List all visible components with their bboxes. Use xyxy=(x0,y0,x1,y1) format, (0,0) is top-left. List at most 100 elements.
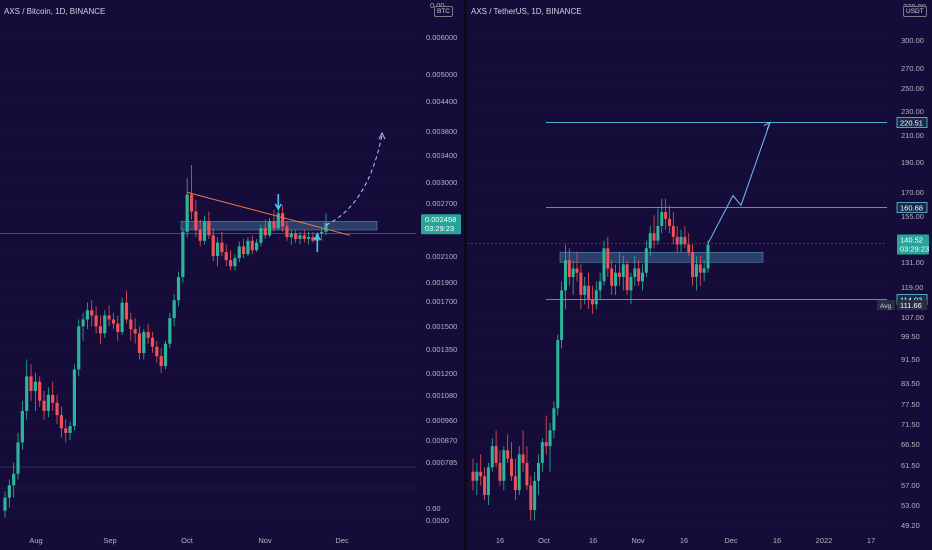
candle-body xyxy=(189,194,194,212)
y-tick-label: 107.00 xyxy=(901,313,924,322)
candle-body xyxy=(298,235,302,239)
btc-chart-canvas[interactable]: 0.006000 0.005000 0.004400 0.003800 0.003400… xyxy=(0,0,464,550)
y-tick-label: 0.003800 xyxy=(426,127,457,136)
candle-body xyxy=(675,236,679,245)
candle-body xyxy=(294,233,298,239)
candle-body xyxy=(656,225,660,241)
candle-body xyxy=(116,323,120,332)
candle-body xyxy=(567,260,571,277)
candle-body xyxy=(155,346,159,357)
btc-currency-badge[interactable]: BTC xyxy=(434,6,453,17)
candle-body xyxy=(120,302,124,332)
candle-body xyxy=(517,454,521,491)
demand-zone xyxy=(559,251,764,263)
up-arrow xyxy=(313,233,322,252)
candle-body xyxy=(552,408,556,431)
candle-body xyxy=(598,281,602,291)
y-tick-label: 0.000960 xyxy=(426,416,457,425)
candle-body xyxy=(198,229,202,241)
candle-body xyxy=(133,329,137,334)
candle-body xyxy=(220,242,224,253)
candle-body xyxy=(302,235,306,239)
candle-body xyxy=(98,326,103,334)
x-tick-label: Nov xyxy=(631,536,645,545)
y-tick-label: 210.00 xyxy=(901,131,924,140)
candle-body xyxy=(694,264,698,277)
candle-body xyxy=(652,233,656,241)
candle-body xyxy=(7,485,11,498)
candle-body xyxy=(207,221,211,236)
y-tick-label: 230.00 xyxy=(901,107,924,116)
candle-body xyxy=(68,426,72,433)
candle-body xyxy=(683,236,687,245)
candle-body xyxy=(42,400,46,411)
candle-body xyxy=(486,467,490,496)
x-tick-label: Aug xyxy=(29,536,42,545)
y-tick-label: 300.00 xyxy=(901,36,924,45)
candle-body xyxy=(137,333,142,353)
usdt-chart-panel[interactable]: 300.00 270.00 250.00 230.00 210.00 190.00 170.… xyxy=(467,0,932,550)
x-tick-label: 2022 xyxy=(816,536,833,545)
candle-body xyxy=(51,394,55,403)
y-tick-label: 0.0000 xyxy=(426,516,449,525)
candle-body xyxy=(194,211,198,230)
countdown-label: 03:29:23 xyxy=(425,224,454,233)
candle-body xyxy=(533,480,537,511)
candle-body xyxy=(590,299,594,305)
candle-body xyxy=(241,246,246,255)
candle-body xyxy=(259,228,263,243)
countdown-label: 03:29:23 xyxy=(900,244,929,253)
candle-body xyxy=(529,485,533,511)
x-tick-label: Nov xyxy=(258,536,272,545)
target-level-badge xyxy=(896,117,928,128)
y-tick-label: 0.002100 xyxy=(426,252,457,261)
x-tick-label: Dec xyxy=(724,536,738,545)
candle-body xyxy=(55,402,59,416)
projection-arrowhead xyxy=(378,131,386,140)
candle-body xyxy=(498,462,502,481)
y-tick-label: 0.006000 xyxy=(426,33,457,42)
x-tick-label: Sep xyxy=(103,536,116,545)
candle-body xyxy=(525,462,529,486)
last-price-label: 0.002458 xyxy=(425,215,456,224)
candle-body xyxy=(111,319,116,324)
y-tick-label: 91.50 xyxy=(901,355,920,364)
usdt-currency-badge[interactable]: USDT xyxy=(903,6,927,17)
candle-body xyxy=(602,248,606,282)
usdt-chart-canvas[interactable]: 300.00 270.00 250.00 230.00 210.00 190.00 170.… xyxy=(467,0,932,550)
candle-body xyxy=(163,343,168,367)
candle-body xyxy=(483,476,487,496)
x-tick-label: 16 xyxy=(589,536,597,545)
y-tick-label: 270.00 xyxy=(901,64,924,73)
y-tick-label: 131.00 xyxy=(901,258,924,267)
resistance-level-badge xyxy=(896,202,928,213)
candle-body xyxy=(159,356,163,367)
candle-body xyxy=(233,258,237,267)
candle-body xyxy=(254,242,259,251)
candle-body xyxy=(250,240,254,251)
candle-body xyxy=(25,376,29,411)
candle-body xyxy=(150,337,155,347)
btc-chart-panel[interactable]: 0.006000 0.005000 0.004400 0.003800 0.003400… xyxy=(0,0,464,550)
x-tick-label: 17 xyxy=(867,536,875,545)
y-tick-label: 57.00 xyxy=(901,481,920,490)
candle-body xyxy=(202,221,207,241)
candle-body xyxy=(72,369,77,427)
candle-body xyxy=(311,237,315,241)
x-tick-label: 16 xyxy=(680,536,688,545)
candle-body xyxy=(215,242,220,257)
y-tick-label: 49.20 xyxy=(901,521,920,530)
projected-arrowhead xyxy=(763,121,771,130)
candle-body xyxy=(272,221,276,229)
candle-body xyxy=(691,252,695,277)
candle-body xyxy=(479,471,483,477)
avg-price-badge xyxy=(897,300,927,311)
candle-body xyxy=(667,218,671,226)
candle-body xyxy=(475,471,479,481)
avg-tag-text: Avg xyxy=(880,303,891,310)
candle-body xyxy=(16,442,20,474)
panel-divider[interactable] xyxy=(464,0,467,550)
y-tick-label: 53.00 xyxy=(901,501,920,510)
candle-body xyxy=(513,476,517,491)
candle-body xyxy=(129,319,133,330)
